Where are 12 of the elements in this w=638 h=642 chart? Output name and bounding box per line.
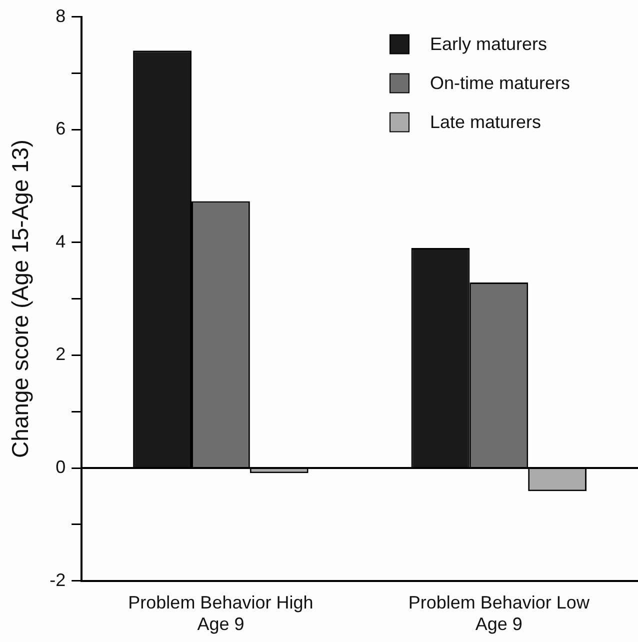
- y-tick-label: 6: [56, 118, 66, 139]
- y-tick-label: 0: [56, 456, 66, 477]
- y-axis-title: Change score (Age 15-Age 13): [7, 140, 34, 458]
- y-tick-label: 4: [56, 231, 66, 252]
- x-tick-label: Problem Behavior Low Age 9: [408, 592, 590, 634]
- legend-label: Late maturers: [430, 112, 542, 132]
- legend-label: Early maturers: [430, 34, 548, 54]
- y-tick-label: -2: [50, 570, 66, 590]
- legend-label: On-time maturers: [430, 72, 570, 93]
- y-tick-label: 8: [56, 6, 66, 26]
- x-tick-label: Problem Behavior High Age 9: [128, 592, 314, 634]
- y-tick-label: 2: [56, 344, 66, 364]
